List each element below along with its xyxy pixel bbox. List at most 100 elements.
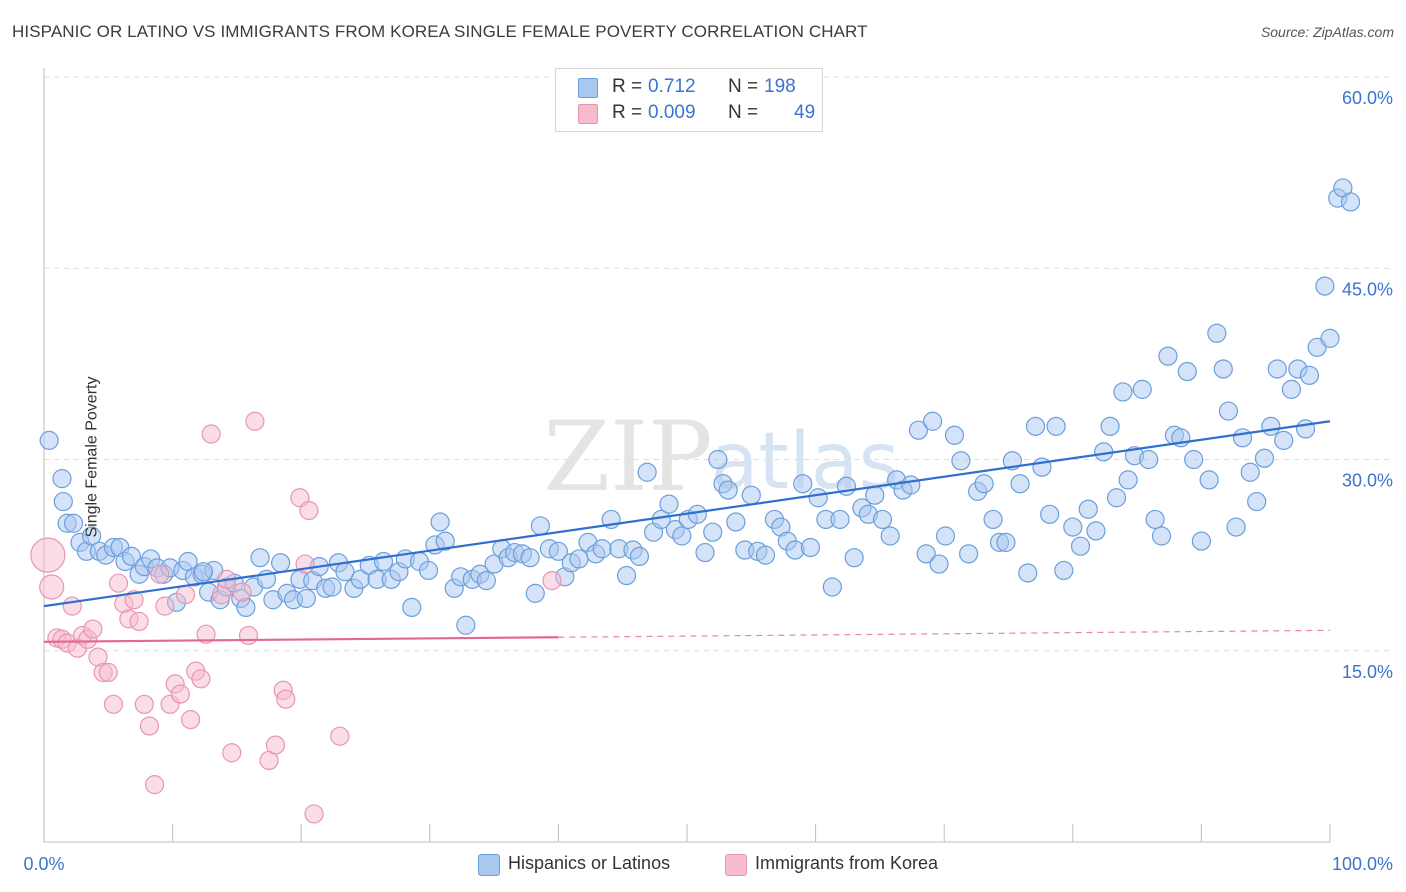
- hispanic-point: [974, 474, 994, 494]
- hispanic-point: [935, 526, 956, 546]
- hispanic-point: [1218, 401, 1239, 421]
- korea-point: [232, 582, 252, 602]
- korea-trend-line: [43, 636, 559, 643]
- korea-point: [134, 694, 154, 714]
- hispanic-point: [53, 491, 73, 512]
- korea-point: [129, 611, 149, 632]
- hispanic-legend-swatch: [478, 854, 500, 876]
- hispanic-point: [402, 597, 422, 618]
- hispanic-point: [695, 542, 715, 563]
- korea-legend-swatch: [725, 854, 747, 876]
- hispanic-point: [435, 531, 455, 551]
- hispanic-point: [1158, 346, 1178, 366]
- korea-point: [201, 424, 221, 444]
- hispanic-point: [1118, 470, 1138, 490]
- hispanic-point: [121, 546, 142, 567]
- hispanic-point: [923, 411, 943, 431]
- hispanic-point: [741, 485, 761, 505]
- hispanic-point: [880, 526, 900, 546]
- axis-layer: [43, 68, 1331, 843]
- hispanic-point: [687, 504, 707, 524]
- korea-point: [265, 735, 286, 755]
- hispanic-point: [901, 475, 921, 495]
- korea-point: [222, 743, 242, 763]
- hispanic-point: [1240, 462, 1260, 482]
- n-label: N =: [728, 102, 759, 123]
- hispanic-point: [959, 544, 979, 564]
- korea-point: [542, 571, 562, 591]
- hispanic-point: [1267, 359, 1287, 379]
- hispanic-point: [1226, 517, 1246, 537]
- korea-point: [103, 694, 124, 714]
- chart-title: HISPANIC OR LATINO VS IMMIGRANTS FROM KO…: [12, 22, 868, 41]
- hispanic-point: [703, 522, 723, 542]
- hispanic-point: [629, 546, 650, 567]
- korea-point: [144, 775, 165, 795]
- hispanic-point: [808, 488, 828, 508]
- korea-point: [181, 709, 201, 730]
- korea-point: [330, 726, 350, 746]
- hispanic-point: [1139, 449, 1159, 470]
- r-label: R =: [612, 102, 643, 123]
- x-tick-label-min: 0.0%: [23, 854, 64, 874]
- hispanic-point: [1100, 416, 1120, 436]
- hispanic-point: [1070, 536, 1091, 556]
- hispanic-point: [373, 551, 394, 572]
- y-tick-label: 60.0%: [1342, 88, 1393, 108]
- korea-point: [191, 669, 211, 689]
- hispanic-point: [1199, 470, 1219, 490]
- hispanic-point: [659, 494, 679, 514]
- hispanic-swatch: [578, 78, 598, 98]
- hispanic-point: [865, 485, 885, 505]
- hispanic-point: [616, 565, 637, 586]
- grid-layer: [44, 76, 1392, 652]
- hispanic-point: [1232, 428, 1253, 448]
- hispanic-point: [1261, 416, 1281, 436]
- hispanic-point: [1010, 474, 1030, 494]
- r-value: 0.712: [648, 76, 696, 97]
- korea-point: [304, 804, 324, 824]
- hispanic-point: [908, 420, 929, 440]
- korea-point: [175, 585, 196, 605]
- korea-point: [245, 411, 265, 431]
- hispanic-point: [793, 474, 813, 494]
- korea-point: [30, 537, 66, 573]
- hispanic-point: [672, 526, 692, 546]
- stats-legend: R = 0.712 N = 198 R = 0.009 N = 49: [555, 68, 823, 132]
- hispanic-point: [1247, 491, 1267, 512]
- legend-label: Immigrants from Korea: [755, 853, 939, 873]
- hispanic-point: [1177, 361, 1197, 382]
- hispanic-point: [530, 516, 550, 536]
- hispanic-point: [1054, 560, 1074, 581]
- y-tick-label: 15.0%: [1342, 662, 1393, 682]
- n-label: N =: [728, 76, 759, 97]
- hispanic-point: [718, 480, 738, 500]
- korea-point: [150, 564, 170, 584]
- hispanic-point: [1299, 365, 1320, 385]
- hispanic-point: [271, 553, 291, 573]
- hispanic-point: [81, 526, 102, 546]
- korea-point: [170, 684, 190, 704]
- hispanic-point: [637, 462, 657, 482]
- hispanic-point: [755, 545, 776, 565]
- hispanic-point: [1254, 448, 1275, 468]
- hispanic-point: [1274, 430, 1294, 450]
- hispanic-point: [1184, 449, 1204, 470]
- hispanic-point: [430, 512, 450, 532]
- korea-point: [276, 689, 296, 709]
- korea-point: [196, 624, 216, 644]
- hispanic-point: [39, 430, 59, 450]
- hispanic-point: [1025, 416, 1046, 436]
- korea-point: [139, 716, 160, 736]
- hispanic-trend-line: [43, 420, 1331, 608]
- hispanic-point: [525, 583, 545, 603]
- y-tick-label: 30.0%: [1342, 471, 1393, 491]
- hispanic-point: [569, 549, 589, 569]
- hispanic-point: [1018, 563, 1038, 583]
- korea-point: [62, 596, 82, 616]
- n-value: 198: [764, 76, 796, 97]
- hispanic-point: [548, 541, 569, 561]
- hispanic-point: [1132, 379, 1152, 399]
- hispanic-point: [520, 548, 540, 568]
